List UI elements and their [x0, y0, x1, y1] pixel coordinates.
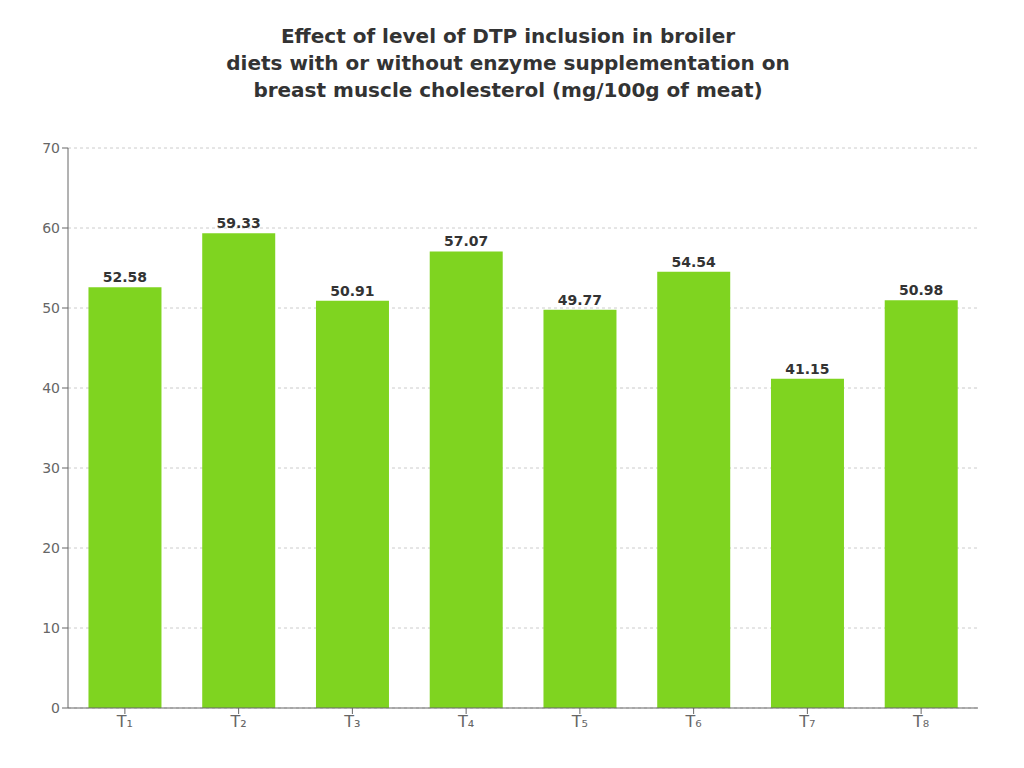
- html-text:breast muscle cholesterol (mg/: breast muscle cholesterol (mg/100g of me…: [253, 77, 763, 102]
- svg-text:T₁: T₁: [116, 712, 133, 731]
- svg-text:20: 20: [42, 540, 60, 556]
- svg-text:57.07: 57.07: [444, 233, 488, 249]
- svg-text:30: 30: [42, 460, 60, 476]
- svg-text:40: 40: [42, 380, 60, 396]
- html-text:diets with or without enzyme s: diets with or without enzyme supplementa…: [226, 50, 790, 75]
- svg-text:T₃: T₃: [343, 712, 360, 731]
- svg-text:70: 70: [42, 140, 60, 156]
- svg-text:T₄: T₄: [457, 712, 474, 731]
- svg-text:50.98: 50.98: [899, 282, 943, 298]
- svg-text:59.33: 59.33: [217, 215, 261, 231]
- svg-text:T₆: T₆: [685, 712, 702, 731]
- svg-text:60: 60: [42, 220, 60, 236]
- svg-text:10: 10: [42, 620, 60, 636]
- svg-text:49.77: 49.77: [558, 292, 602, 308]
- svg-text:52.58: 52.58: [103, 269, 147, 285]
- html-text:Effect of level of DTP inclusi: Effect of level of DTP inclusion in broi…: [280, 23, 736, 48]
- svg-text:41.15: 41.15: [785, 361, 829, 377]
- svg-text:54.54: 54.54: [672, 254, 717, 270]
- svg-text:T₅: T₅: [571, 712, 588, 731]
- svg-text:0: 0: [51, 700, 60, 716]
- svg-text:50: 50: [42, 300, 60, 316]
- svg-text:T₂: T₂: [230, 712, 247, 731]
- svg-text:T₇: T₇: [798, 712, 815, 731]
- svg-text:T₈: T₈: [912, 712, 929, 731]
- svg-text:50.91: 50.91: [330, 283, 374, 299]
